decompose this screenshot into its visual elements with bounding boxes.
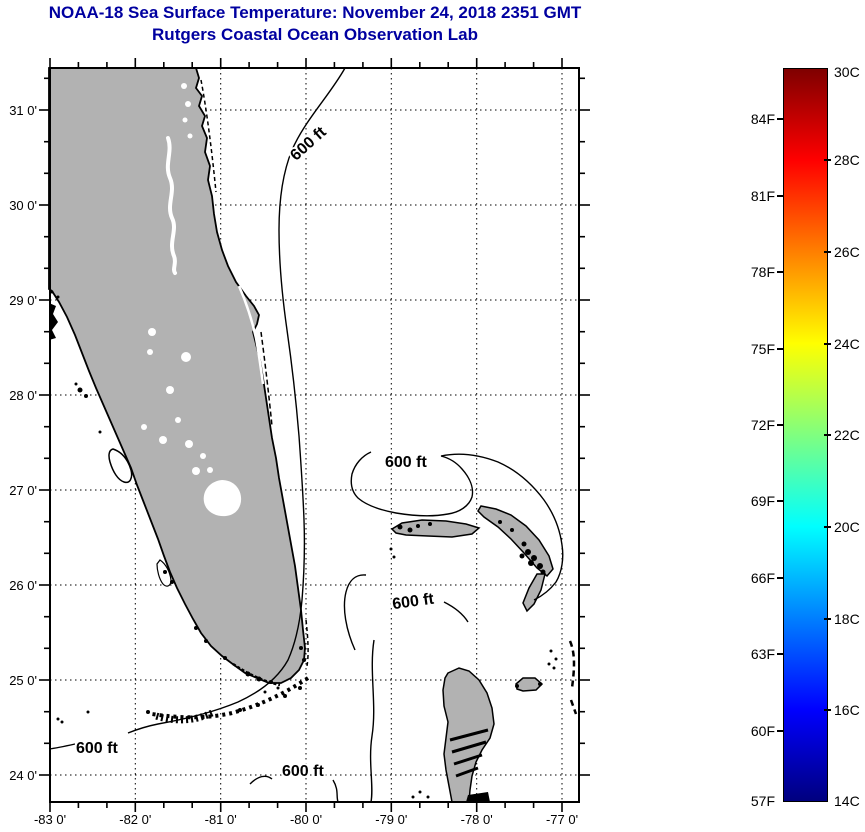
- colorbar-tick: [824, 343, 831, 345]
- coastline-detail: [200, 79, 309, 687]
- colorbar-label-c: 28C: [834, 152, 860, 168]
- x-axis-tick-label: -79 0': [375, 812, 407, 827]
- colorbar-label-f: 78F: [750, 264, 775, 280]
- colorbar-label-c: 18C: [834, 611, 860, 627]
- y-axis-tick-label: 26 0': [9, 578, 37, 593]
- colorbar-tick: [777, 271, 784, 273]
- colorbar-label-f: 69F: [750, 493, 775, 509]
- contour-label-north: 600 ft: [287, 123, 330, 164]
- florida-landmass: [48, 67, 309, 687]
- contour-label-bahama-bank: 600 ft: [385, 454, 427, 471]
- colorbar-label-f: 60F: [750, 723, 775, 739]
- y-axis-tick-label: 29 0': [9, 293, 37, 308]
- colorbar-tick: [777, 730, 784, 732]
- grand-bahama-island: [390, 519, 481, 538]
- colorbar-label-f: 63F: [750, 646, 775, 662]
- y-axis-tick-label: 25 0': [9, 673, 37, 688]
- axis-ticks: [39, 58, 590, 812]
- page-title: NOAA-18 Sea Surface Temperature: Novembe…: [48, 3, 582, 22]
- colorbar-tick: [777, 195, 784, 197]
- x-axis-tick-label: -83 0': [34, 812, 66, 827]
- colorbar-tick: [777, 653, 784, 655]
- colorbar-label-c: 20C: [834, 519, 860, 535]
- abaco-tail: [522, 573, 546, 613]
- x-axis-tick-label: -80 0': [290, 812, 322, 827]
- contour-label-mid: 600 ft: [391, 590, 435, 613]
- x-axis-tick-label: -82 0': [119, 812, 151, 827]
- inland-lakes: [141, 83, 213, 475]
- colorbar-tick: [777, 118, 784, 120]
- colorbar-label-c: 14C: [834, 793, 860, 809]
- x-axis-tick-label: -77 0': [546, 812, 578, 827]
- eleuthera-sliver: [568, 640, 578, 715]
- y-axis-tick-label: 28 0': [9, 388, 37, 403]
- y-axis-tick-label: 30 0': [9, 198, 37, 213]
- grid-lines: [50, 68, 579, 802]
- colorbar-label-c: 16C: [834, 702, 860, 718]
- colorbar-tick: [777, 348, 784, 350]
- colorbar-tick: [824, 526, 831, 528]
- colorbar-tick: [777, 424, 784, 426]
- colorbar-tick: [777, 500, 784, 502]
- florida-keys: [56, 676, 310, 724]
- andros-south-marsh: [466, 792, 490, 802]
- y-axis-tick-label: 31 0': [9, 103, 37, 118]
- bahamas-islands: [389, 505, 578, 803]
- indian-river-lagoon: [237, 285, 265, 385]
- st-johns-river: [165, 136, 177, 275]
- colorbar-tick: [824, 709, 831, 711]
- colorbar-tick: [824, 434, 831, 436]
- x-axis-tick-label: -81 0': [205, 812, 237, 827]
- y-axis-tick-label: 24 0': [9, 768, 37, 783]
- bahama-speckles: [389, 520, 558, 799]
- x-axis-labels: -83 0' -82 0' -81 0' -80 0' -79 0' -78 0…: [34, 812, 578, 827]
- colorbar-label-c: 24C: [834, 336, 860, 352]
- andros-channels: [449, 728, 489, 778]
- colorbar-tick: [824, 251, 831, 253]
- y-axis-labels: 31 0' 30 0' 29 0' 28 0' 27 0' 26 0' 25 0…: [9, 103, 37, 783]
- contour-label-southwest: 600 ft: [76, 740, 118, 757]
- y-axis-tick-label: 27 0': [9, 483, 37, 498]
- colorbar-label-c: 30C: [834, 64, 860, 80]
- colorbar-label-f: 57F: [750, 793, 775, 809]
- contour-label-south: 600 ft: [282, 763, 324, 780]
- lake-okeechobee: [203, 480, 242, 517]
- colorbar-label-f: 81F: [750, 188, 775, 204]
- colorbar-label-c: 26C: [834, 244, 860, 260]
- colorbar-label-f: 66F: [750, 570, 775, 586]
- new-providence-island: [515, 677, 544, 692]
- tampa-bay: [108, 448, 133, 484]
- plot-border: [49, 67, 580, 803]
- coast-speckles: [49, 290, 306, 684]
- colorbar-tick: [777, 577, 784, 579]
- colorbar-tick: [824, 618, 831, 620]
- colorbar-tick: [824, 159, 831, 161]
- colorbar-label-f: 75F: [750, 341, 775, 357]
- x-axis-tick-label: -78 0': [461, 812, 493, 827]
- colorbar-label-f: 84F: [750, 111, 775, 127]
- colorbar-label-f: 72F: [750, 417, 775, 433]
- depth-contour-600ft: [48, 67, 564, 803]
- page-subtitle: Rutgers Coastal Ocean Observation Lab: [152, 25, 478, 44]
- colorbar-label-c: 22C: [834, 427, 860, 443]
- temperature-colorbar: [783, 68, 828, 802]
